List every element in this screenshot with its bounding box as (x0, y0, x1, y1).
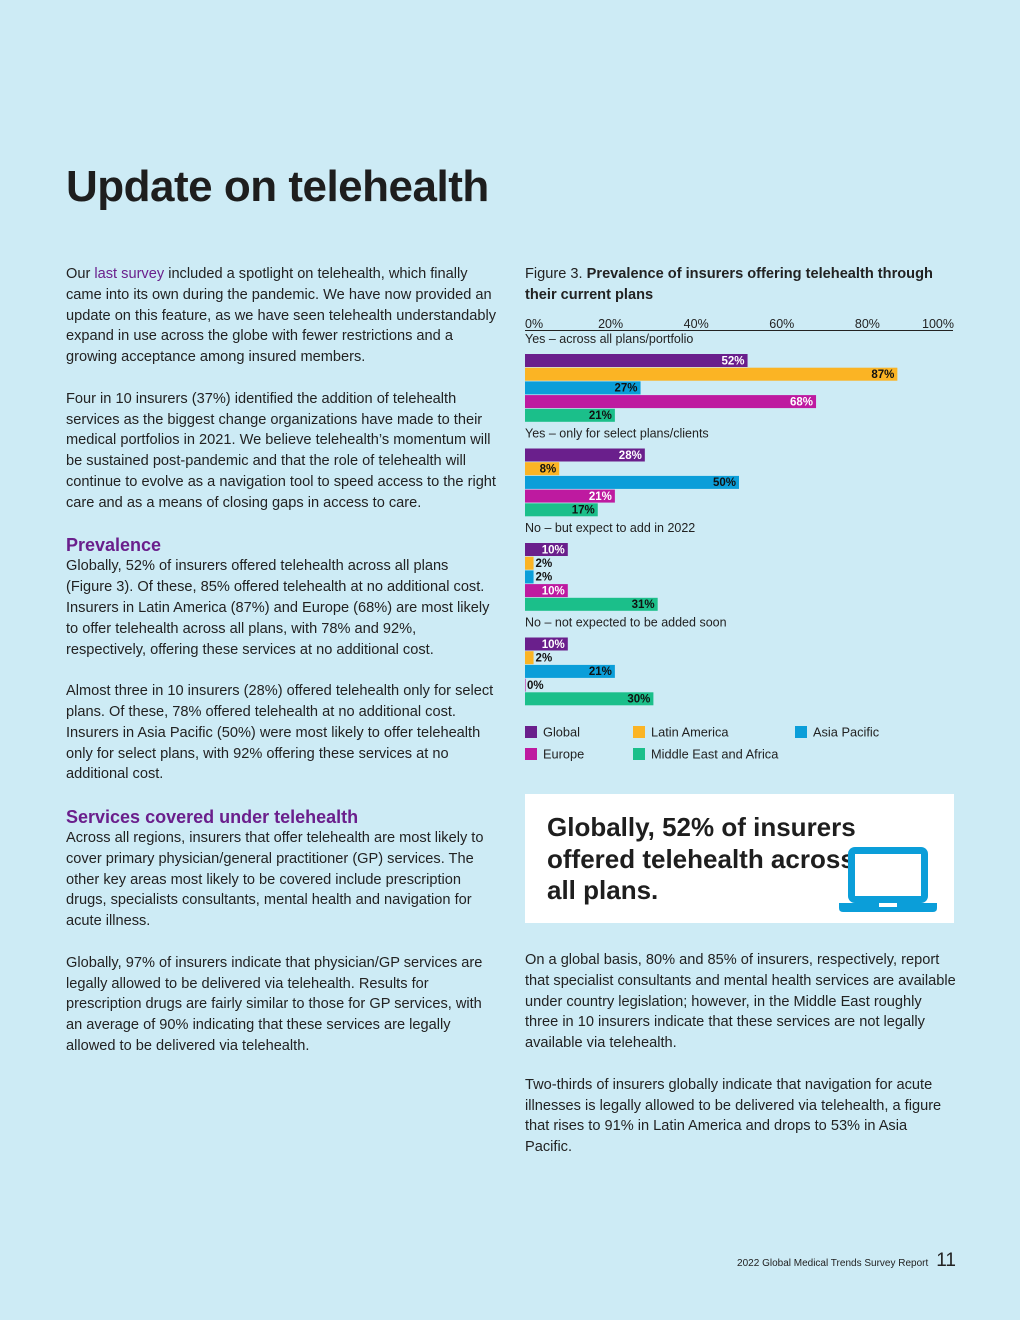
paragraph-legislation: On a global basis, 80% and 85% of insure… (525, 952, 956, 1052)
figure-caption: Figure 3. Prevalence of insurers offerin… (525, 264, 955, 306)
bar (525, 395, 817, 409)
bar (525, 462, 560, 476)
heading-services: Services covered under telehealth (66, 806, 359, 827)
legend-label: Latin America (651, 725, 729, 740)
group-label: No – but expect to add in 2022 (525, 521, 695, 535)
bar (525, 692, 654, 706)
x-tick-label: 80% (855, 317, 880, 331)
bar-value-label: 87% (871, 369, 894, 381)
paragraph-prevalence-1: Globally, 52% of insurers offered telehe… (66, 558, 490, 658)
bar-value-label: 27% (615, 383, 638, 395)
legend-label: Asia Pacific (813, 725, 880, 740)
x-tick-label: 20% (598, 317, 623, 331)
paragraph-services-1: Across all regions, insurers that offer … (66, 829, 484, 930)
bar-value-label: 21% (589, 491, 612, 503)
bar-value-label: 50% (713, 477, 736, 489)
telehealth-bar-chart: 0% 20% 40% 60% 80% 100% Yes – across all plans… (525, 317, 954, 762)
bar-value-label: 21% (589, 410, 612, 422)
bar-value-label: 10% (542, 544, 565, 556)
paragraph-services-2: Globally, 97% of insurers indicate that … (66, 954, 483, 1054)
bar (525, 503, 598, 517)
bar-value-label: 31% (632, 599, 655, 611)
legend-swatch (633, 726, 645, 738)
legend-label: Europe (543, 747, 584, 762)
bar (525, 664, 615, 678)
legend-label: Middle East and Africa (651, 747, 779, 762)
figure-label: Figure 3. (525, 266, 587, 282)
page-footer: 2022 Global Medical Trends Survey Report… (737, 1250, 956, 1272)
legend-swatch (633, 748, 645, 760)
bar (525, 381, 641, 395)
bar-value-label: 10% (542, 639, 565, 651)
bar-value-label: 2% (536, 558, 553, 570)
intro-paragraph: Our last survey included a spotlight on … (66, 266, 497, 366)
bar (525, 584, 568, 598)
legend-swatch (795, 726, 807, 738)
paragraph-prevalence-2: Almost three in 10 insurers (28%) offere… (66, 683, 494, 783)
bar-value-label: 2% (536, 572, 553, 584)
legend-swatch (525, 726, 537, 738)
group-label: Yes – across all plans/portfolio (525, 332, 693, 346)
bar (525, 570, 534, 584)
bar-value-label: 2% (536, 653, 553, 665)
callout-box: Globally, 52% of insurers offered telehe… (525, 794, 954, 923)
group-label: Yes – only for select plans/clients (525, 427, 709, 441)
page-number: 11 (936, 1250, 956, 1271)
paragraph-biggest-change: Four in 10 insurers (37%) identified the… (66, 390, 496, 511)
page-title: Update on telehealth (66, 162, 489, 211)
bar (525, 367, 898, 381)
bar (525, 543, 568, 556)
heading-prevalence: Prevalence (66, 535, 162, 556)
footer-report-title: 2022 Global Medical Trends Survey Report (737, 1258, 929, 1269)
legend-swatch (525, 748, 537, 760)
bar (525, 678, 526, 692)
group-label: No – not expected to be added soon (525, 616, 727, 630)
bar-value-label: 30% (627, 694, 650, 706)
legend-label: Global (543, 725, 580, 740)
bar-value-label: 10% (542, 585, 565, 597)
bar (525, 489, 615, 503)
last-survey-link[interactable]: last survey (94, 266, 165, 282)
bar-value-label: 28% (619, 450, 642, 462)
bar (525, 651, 534, 665)
bar (525, 408, 615, 422)
right-column: On a global basis, 80% and 85% of insure… (525, 950, 957, 1179)
x-tick-label: 0% (525, 317, 543, 331)
paragraph-navigation: Two-thirds of insurers globally indicate… (525, 1076, 942, 1156)
bar (525, 354, 748, 367)
x-tick-label: 100% (922, 317, 954, 331)
figure-title: Prevalence of insurers offering teleheal… (525, 266, 933, 303)
bar-value-label: 17% (572, 505, 595, 517)
bar (525, 556, 534, 570)
callout-text: Globally, 52% of insurers offered telehe… (547, 812, 856, 905)
bar-value-label: 52% (722, 355, 745, 367)
laptop-icon (839, 847, 937, 912)
bar-value-label: 68% (790, 396, 813, 408)
bar (525, 597, 658, 611)
bar (525, 637, 568, 651)
bar (525, 448, 645, 462)
x-tick-label: 40% (684, 317, 709, 331)
bar-value-label: 8% (540, 464, 557, 476)
bar-value-label: 0% (527, 680, 544, 692)
x-tick-label: 60% (769, 317, 794, 331)
bar-value-label: 21% (589, 666, 612, 678)
left-column: Our last survey included a spotlight on … (66, 264, 498, 1077)
bar (525, 475, 739, 489)
